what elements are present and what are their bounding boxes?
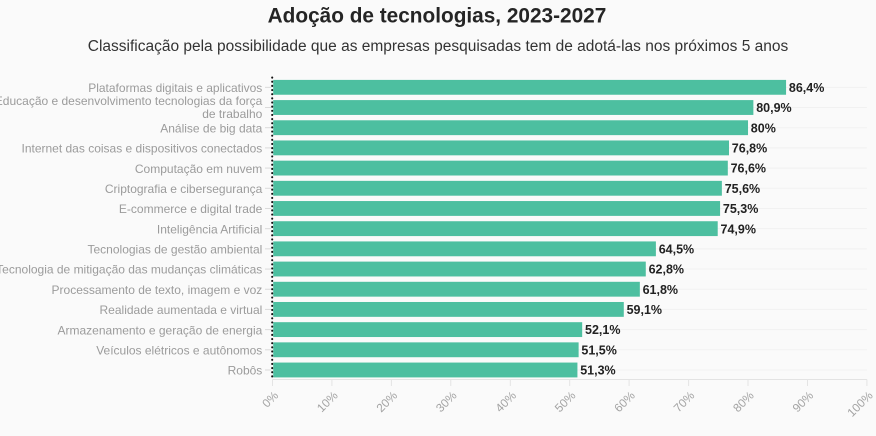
svg-text:Realidade aumentada e virtual: Realidade aumentada e virtual [100,303,263,317]
svg-text:80%: 80% [751,121,776,135]
svg-text:Tecnologia de mitigação das mu: Tecnologia de mitigação das mudanças cli… [0,263,262,277]
svg-text:Plataformas digitais e aplicat: Plataformas digitais e aplicativos [88,81,262,95]
svg-text:Robôs: Robôs [228,364,263,378]
svg-text:80,9%: 80,9% [756,101,791,115]
svg-text:Classificação pela possibilida: Classificação pela possibilidade que as … [88,38,789,55]
svg-text:Armazenamento e geração de ene: Armazenamento e geração de energia [58,323,263,337]
svg-text:Inteligência Artificial: Inteligência Artificial [157,222,262,236]
svg-text:59,1%: 59,1% [627,303,662,317]
svg-text:52,1%: 52,1% [585,323,620,337]
svg-text:Análise de big data: Análise de big data [160,121,262,135]
svg-text:Internet das coisas e disposit: Internet das coisas e dispositivos conec… [21,142,262,156]
svg-text:61,8%: 61,8% [643,283,678,297]
svg-text:86,4%: 86,4% [789,81,824,95]
svg-text:Educação e desenvolvimento tec: Educação e desenvolvimento tecnologias d… [0,94,263,108]
svg-text:Adoção de tecnologias, 2023-20: Adoção de tecnologias, 2023-2027 [268,5,607,28]
svg-text:62,8%: 62,8% [649,263,684,277]
svg-text:E-commerce e digital trade: E-commerce e digital trade [119,202,263,216]
svg-text:51,5%: 51,5% [581,343,616,357]
svg-text:64,5%: 64,5% [659,242,694,256]
svg-text:76,8%: 76,8% [732,142,767,156]
svg-text:Veículos elétricos e autônomos: Veículos elétricos e autônomos [96,344,262,358]
svg-text:75,6%: 75,6% [725,182,760,196]
svg-text:de trabalho: de trabalho [202,107,262,121]
svg-text:Criptografia e cibersegurança: Criptografia e cibersegurança [105,182,263,196]
svg-text:74,9%: 74,9% [721,222,756,236]
svg-text:Processamento de texto, imagem: Processamento de texto, imagem e voz [52,283,263,297]
svg-text:75,3%: 75,3% [723,202,758,216]
svg-text:76,6%: 76,6% [731,162,766,176]
svg-text:Computação em nuvem: Computação em nuvem [135,162,262,176]
svg-text:Tecnologias de gestão ambienta: Tecnologias de gestão ambiental [88,243,263,257]
svg-text:51,3%: 51,3% [580,364,615,378]
